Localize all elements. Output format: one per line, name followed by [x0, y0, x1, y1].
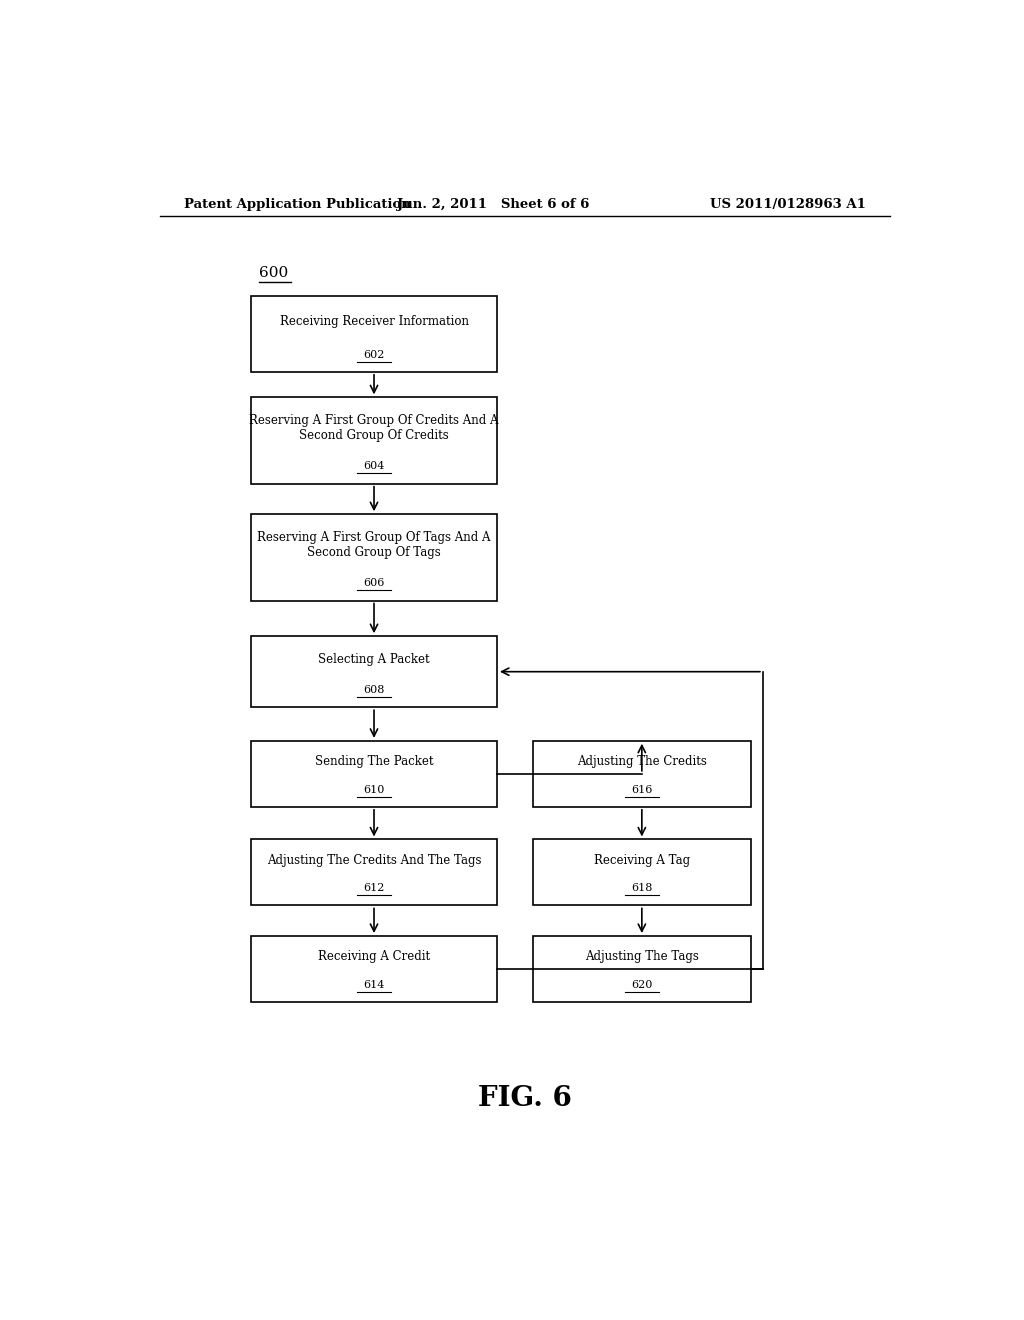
Text: Receiving Receiver Information: Receiving Receiver Information: [280, 315, 469, 329]
Text: Adjusting The Credits And The Tags: Adjusting The Credits And The Tags: [267, 854, 481, 867]
Text: 602: 602: [364, 350, 385, 359]
Text: 618: 618: [631, 883, 652, 894]
Text: 600: 600: [259, 267, 288, 280]
Text: Reserving A First Group Of Tags And A
Second Group Of Tags: Reserving A First Group Of Tags And A Se…: [257, 531, 490, 560]
Bar: [251, 840, 497, 906]
Text: Patent Application Publication: Patent Application Publication: [183, 198, 411, 211]
Text: FIG. 6: FIG. 6: [478, 1085, 571, 1111]
Bar: [532, 936, 751, 1002]
Text: Adjusting The Tags: Adjusting The Tags: [585, 950, 698, 964]
Text: Sending The Packet: Sending The Packet: [314, 755, 433, 768]
Bar: [532, 840, 751, 906]
Text: 616: 616: [631, 784, 652, 795]
Bar: [251, 515, 497, 601]
Text: 620: 620: [631, 979, 652, 990]
Text: Selecting A Packet: Selecting A Packet: [318, 653, 430, 667]
Text: Receiving A Credit: Receiving A Credit: [318, 950, 430, 964]
Text: US 2011/0128963 A1: US 2011/0128963 A1: [711, 198, 866, 211]
Text: Adjusting The Credits: Adjusting The Credits: [577, 755, 707, 768]
Text: Jun. 2, 2011   Sheet 6 of 6: Jun. 2, 2011 Sheet 6 of 6: [397, 198, 589, 211]
Bar: [251, 397, 497, 483]
Text: Reserving A First Group Of Credits And A
Second Group Of Credits: Reserving A First Group Of Credits And A…: [249, 414, 499, 442]
Bar: [251, 936, 497, 1002]
Text: 608: 608: [364, 685, 385, 696]
Bar: [251, 296, 497, 372]
Bar: [532, 741, 751, 807]
Text: 612: 612: [364, 883, 385, 894]
Text: 606: 606: [364, 578, 385, 589]
Text: 604: 604: [364, 462, 385, 471]
Bar: [251, 636, 497, 708]
Text: 610: 610: [364, 784, 385, 795]
Bar: [251, 741, 497, 807]
Text: 614: 614: [364, 979, 385, 990]
Text: Receiving A Tag: Receiving A Tag: [594, 854, 690, 867]
